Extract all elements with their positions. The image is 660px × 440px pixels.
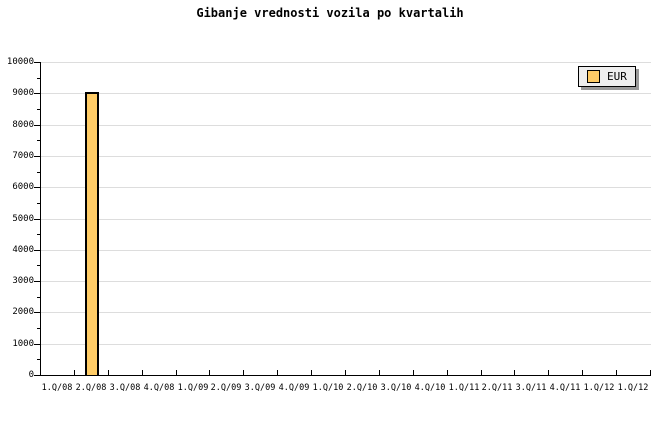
y-major-tick: [34, 250, 40, 251]
x-tick-label: 4.Q/11: [549, 383, 581, 393]
y-tick-label: 6000: [12, 182, 34, 192]
gridline: [41, 155, 651, 157]
x-tick: [243, 370, 244, 375]
x-tick: [514, 370, 515, 375]
x-tick: [209, 370, 210, 375]
y-tick-label: 1000: [12, 339, 34, 349]
y-tick-label: 4000: [12, 245, 34, 255]
y-minor-tick: [37, 140, 40, 141]
x-tick: [311, 370, 312, 375]
y-major-tick: [34, 344, 40, 345]
x-tick: [345, 370, 346, 375]
gridline: [41, 249, 651, 251]
y-tick-label: 7000: [12, 151, 34, 161]
gridline: [41, 187, 651, 189]
x-tick: [582, 370, 583, 375]
x-tick: [447, 370, 448, 375]
y-major-tick: [34, 281, 40, 282]
gridline: [41, 124, 651, 126]
chart-title: Gibanje vrednosti vozila po kvartalih: [196, 6, 464, 20]
y-tick-label: 9000: [12, 88, 34, 98]
x-tick-label: 3.Q/11: [515, 383, 547, 393]
x-tick-label: 2.Q/09: [210, 383, 242, 393]
x-tick-label: 2.Q/08: [75, 383, 107, 393]
y-minor-tick: [37, 109, 40, 110]
x-tick: [379, 370, 380, 375]
x-tick: [176, 370, 177, 375]
x-tick: [548, 370, 549, 375]
y-tick-label: 0: [28, 370, 34, 380]
x-tick-label: 3.Q/10: [380, 383, 412, 393]
x-tick-label: 1.Q/11: [448, 383, 480, 393]
y-minor-tick: [37, 359, 40, 360]
y-tick-label: 3000: [12, 276, 34, 286]
y-minor-tick: [37, 172, 40, 173]
x-tick-label: 3.Q/08: [109, 383, 141, 393]
legend-label: EUR: [607, 70, 627, 83]
x-tick: [413, 370, 414, 375]
gridline: [41, 343, 651, 345]
x-tick-label: 4.Q/08: [143, 383, 175, 393]
x-tick-label: 1.Q/08: [41, 383, 73, 393]
gridline: [41, 62, 651, 63]
x-tick-label: 2.Q/10: [346, 383, 378, 393]
gridline: [41, 281, 651, 283]
y-minor-tick: [37, 78, 40, 79]
y-tick-label: 5000: [12, 214, 34, 224]
y-tick-label: 2000: [12, 307, 34, 317]
x-tick: [650, 370, 651, 375]
x-tick: [108, 370, 109, 375]
y-major-tick: [34, 375, 40, 376]
y-minor-tick: [37, 234, 40, 235]
plot-area: [40, 62, 651, 376]
y-major-tick: [34, 62, 40, 63]
bar-2q08: [85, 92, 99, 375]
y-major-tick: [34, 125, 40, 126]
x-tick-label: 2.Q/11: [481, 383, 513, 393]
legend-swatch-eur: [587, 70, 600, 83]
legend: EUR: [578, 66, 636, 87]
x-tick-label: 1.Q/12: [583, 383, 615, 393]
y-major-tick: [34, 312, 40, 313]
y-minor-tick: [37, 203, 40, 204]
y-minor-tick: [37, 328, 40, 329]
x-tick: [481, 370, 482, 375]
y-minor-tick: [37, 265, 40, 266]
y-major-tick: [34, 156, 40, 157]
x-tick-label: 1.Q/10: [312, 383, 344, 393]
x-tick-label: 3.Q/09: [244, 383, 276, 393]
y-minor-tick: [37, 297, 40, 298]
x-tick-label: 1.Q/12: [617, 383, 649, 393]
x-tick: [616, 370, 617, 375]
x-tick-label: 4.Q/09: [278, 383, 310, 393]
x-tick-label: 1.Q/09: [177, 383, 209, 393]
gridline: [41, 93, 651, 95]
y-major-tick: [34, 187, 40, 188]
x-tick-label: 4.Q/10: [414, 383, 446, 393]
y-major-tick: [34, 219, 40, 220]
gridline: [41, 218, 651, 220]
y-tick-label: 8000: [12, 120, 34, 130]
x-tick: [74, 370, 75, 375]
gridline: [41, 312, 651, 314]
x-tick: [142, 370, 143, 375]
y-major-tick: [34, 93, 40, 94]
y-tick-label: 10000: [6, 57, 34, 67]
x-tick: [277, 370, 278, 375]
